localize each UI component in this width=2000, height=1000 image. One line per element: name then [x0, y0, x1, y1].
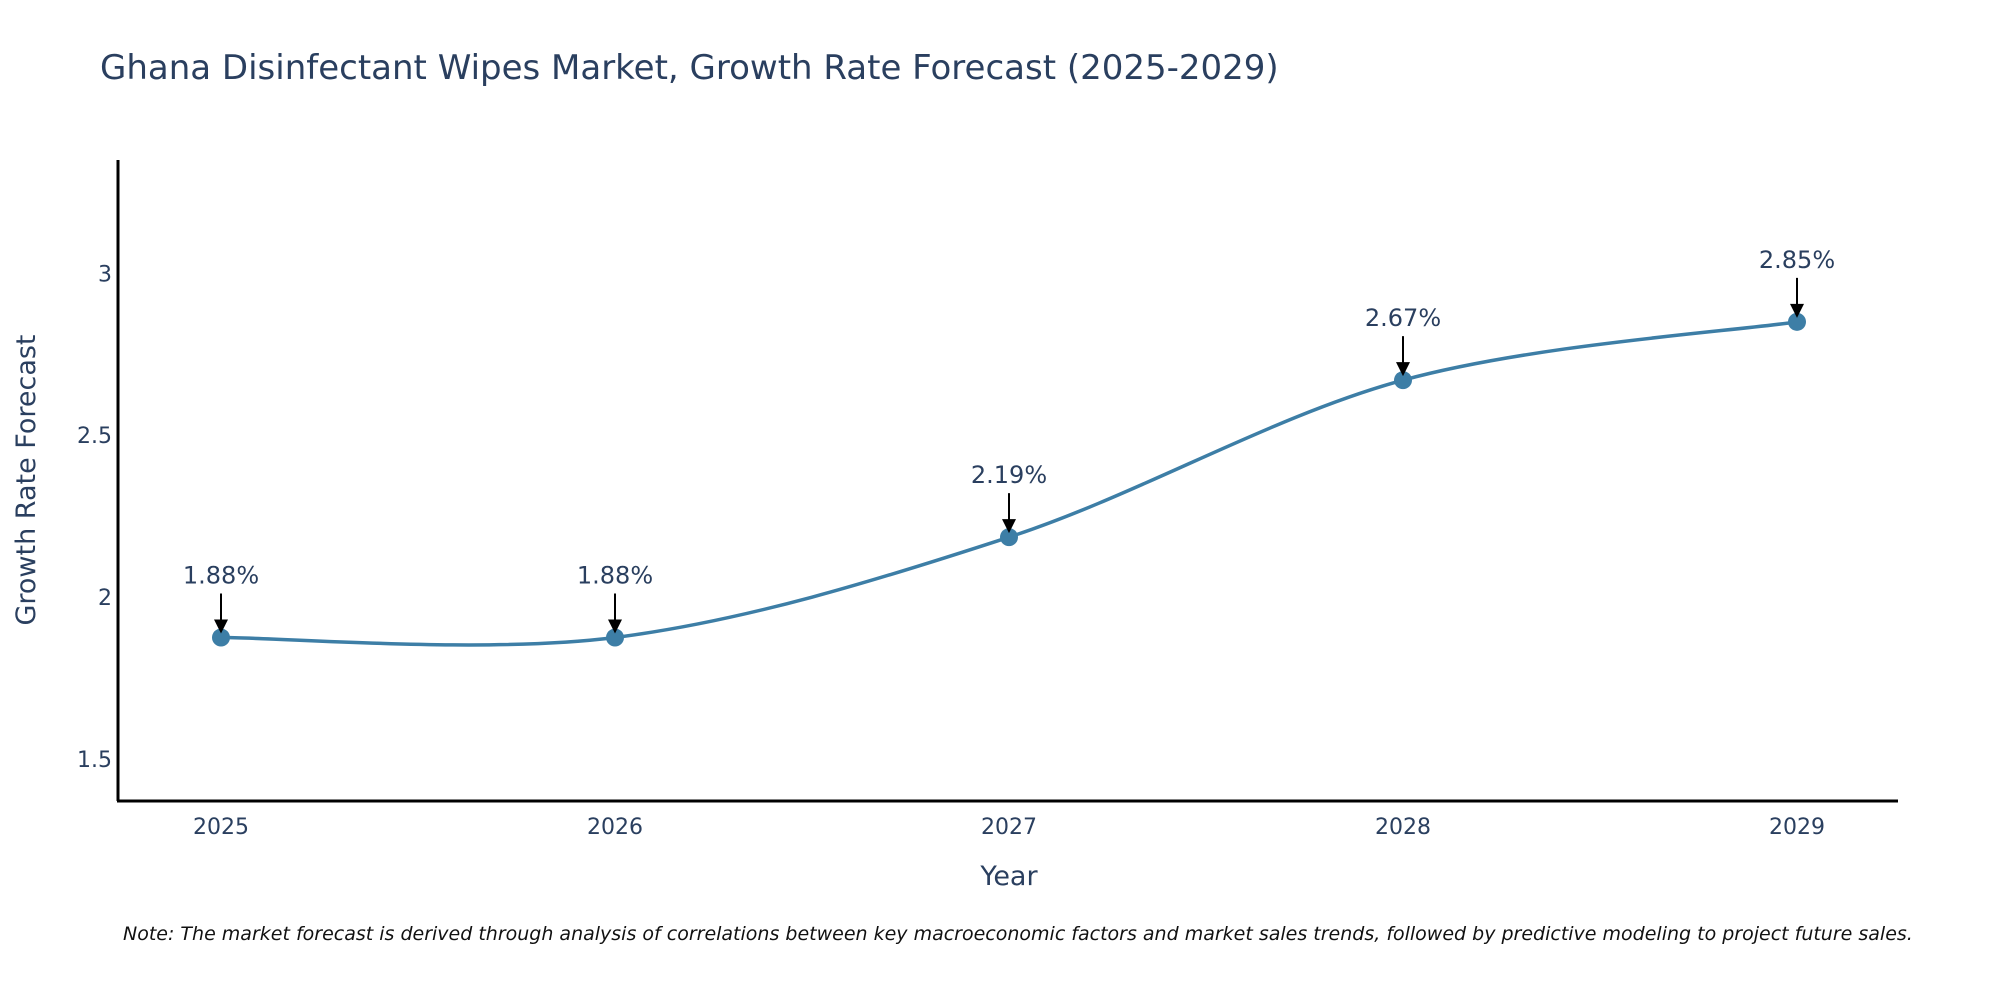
- y-tick-label: 2: [98, 586, 112, 611]
- x-tick-label: 2029: [1769, 815, 1825, 840]
- data-label: 2.85%: [1759, 246, 1835, 274]
- y-tick-label: 1.5: [77, 748, 112, 773]
- x-tick-label: 2027: [981, 815, 1037, 840]
- annotation-arrow-head: [1396, 362, 1410, 377]
- footnote: Note: The market forecast is derived thr…: [123, 923, 1913, 945]
- data-label: 2.19%: [971, 461, 1047, 489]
- data-label: 1.88%: [183, 562, 259, 590]
- data-markers: [212, 312, 1806, 647]
- x-tick-label: 2028: [1375, 815, 1431, 840]
- x-tick-label: 2025: [193, 815, 249, 840]
- data-point-marker: [1394, 371, 1412, 390]
- annotation-arrow-head: [214, 619, 228, 634]
- data-annotations: 1.88% 1.88% 2.19% 2.67% 2.85%: [183, 246, 1835, 634]
- data-label: 1.88%: [577, 562, 653, 590]
- x-tick-labels: 2025 2026 2027 2028 2029: [193, 815, 1825, 840]
- data-point-marker: [1000, 528, 1018, 547]
- data-point-marker: [1788, 312, 1806, 331]
- annotation-arrow-head: [1002, 519, 1016, 534]
- axes: [116, 160, 1898, 803]
- annotation-arrow-head: [1790, 303, 1804, 318]
- y-tick-label: 3: [98, 262, 112, 287]
- data-point-marker: [606, 628, 624, 647]
- chart-title: Ghana Disinfectant Wipes Market, Growth …: [100, 48, 1279, 88]
- y-tick-label: 2.5: [77, 424, 112, 449]
- x-axis-title: Year: [979, 861, 1038, 892]
- y-tick-labels: 1.5 2 2.5 3: [77, 262, 112, 773]
- y-axis-title: Growth Rate Forecast: [11, 334, 42, 625]
- x-tick-label: 2026: [587, 815, 643, 840]
- data-point-marker: [212, 628, 230, 647]
- data-label: 2.67%: [1365, 304, 1441, 332]
- annotation-arrow-head: [608, 619, 622, 634]
